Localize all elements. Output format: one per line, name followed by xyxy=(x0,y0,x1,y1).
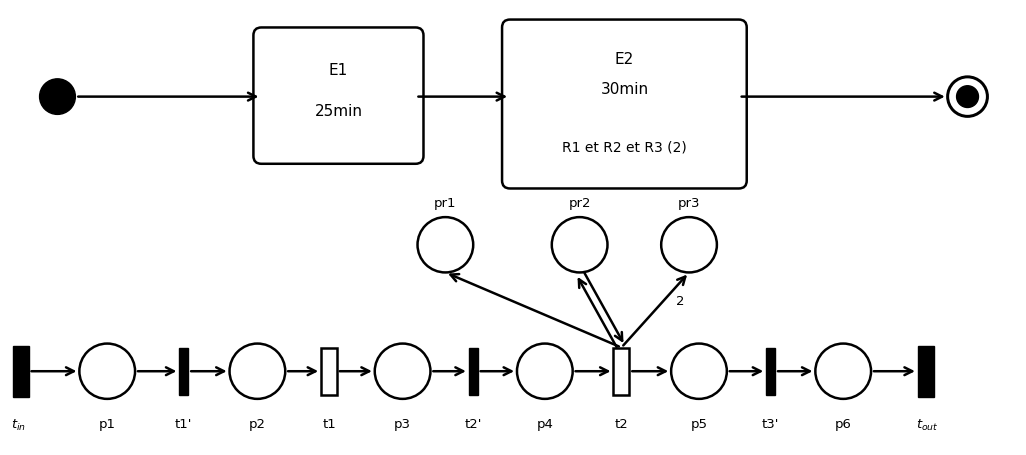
Text: $t_{in}$: $t_{in}$ xyxy=(11,417,27,432)
FancyBboxPatch shape xyxy=(502,20,747,189)
Text: R1 et R2 et R3 (2): R1 et R2 et R3 (2) xyxy=(562,141,686,155)
Text: 30min: 30min xyxy=(600,82,648,97)
Text: pr3: pr3 xyxy=(678,197,701,210)
Text: t3': t3' xyxy=(762,417,780,430)
Bar xyxy=(12,346,29,397)
Text: t2': t2' xyxy=(465,417,482,430)
Text: t2: t2 xyxy=(615,417,628,430)
Text: 25min: 25min xyxy=(314,103,362,118)
Text: p1: p1 xyxy=(98,417,116,430)
FancyBboxPatch shape xyxy=(253,28,424,164)
Text: pr1: pr1 xyxy=(434,197,457,210)
Bar xyxy=(180,348,188,395)
Text: t1: t1 xyxy=(322,417,336,430)
Text: 2: 2 xyxy=(676,294,684,307)
Bar xyxy=(469,348,478,395)
Bar xyxy=(918,346,934,397)
Text: $t_{out}$: $t_{out}$ xyxy=(916,417,939,432)
Text: E2: E2 xyxy=(615,51,634,66)
Text: t1': t1' xyxy=(175,417,193,430)
Text: p5: p5 xyxy=(690,417,708,430)
Text: E1: E1 xyxy=(328,62,348,77)
Text: p3: p3 xyxy=(394,417,411,430)
Bar xyxy=(321,348,337,395)
Circle shape xyxy=(40,80,75,115)
Text: p4: p4 xyxy=(537,417,553,430)
Text: p6: p6 xyxy=(835,417,852,430)
Circle shape xyxy=(956,86,979,108)
Text: p2: p2 xyxy=(249,417,266,430)
Bar xyxy=(614,348,629,395)
Text: pr2: pr2 xyxy=(568,197,591,210)
Bar xyxy=(766,348,775,395)
